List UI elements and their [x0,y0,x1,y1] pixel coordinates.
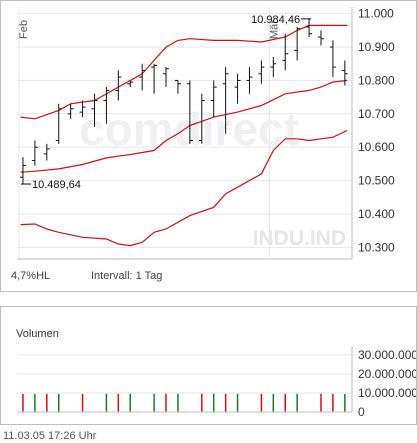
scale-label: 4,7%HL [11,270,50,282]
price-chart-panel: Feb Mär comdirect INDU.IND 10.489,64 10.984,4… [0,0,417,292]
y-tick-label: 10.300 [358,240,395,254]
plot-area [17,7,352,259]
volume-y-tick-label: 30.000.000 [358,348,416,362]
price-chart-svg: Feb Mär comdirect INDU.IND 10.489,64 10.984,4… [11,7,395,282]
high-annotation: 10.984,46 [251,14,300,26]
y-tick-label: 10.700 [358,107,395,121]
month-label: Mär [268,20,280,39]
volume-y-tick-label: 10.000.000 [358,386,416,400]
y-tick-label: 10.400 [358,207,395,221]
watermark-symbol: INDU.IND [253,227,346,250]
interval-label: Intervall: 1 Tag [91,270,162,282]
y-tick-label: 10.900 [358,40,395,54]
y-tick-label: 10.800 [358,73,395,87]
month-label: Feb [18,20,30,39]
band-lower [20,129,348,247]
y-tick-label: 11.000 [358,7,394,21]
y-tick-label: 10.600 [358,140,395,154]
y-tick-label: 10.500 [358,174,395,188]
watermark-logo: comdirect [79,103,299,155]
timestamp: 11.03.05 17:26 Uhr [3,430,97,442]
volume-y-tick-label: 20.000.000 [358,367,416,381]
volume-title: Volumen [16,328,59,340]
volume-y-tick-label: 0 [358,405,365,419]
volume-chart-panel: Volumen 30.000.000 20.000.000 10.000.000 0 [0,306,417,425]
band-middle [20,79,348,173]
low-annotation: 10.489,64 [32,179,81,191]
volume-chart-svg: Volumen 30.000.000 20.000.000 10.000.000 0 [16,328,416,419]
